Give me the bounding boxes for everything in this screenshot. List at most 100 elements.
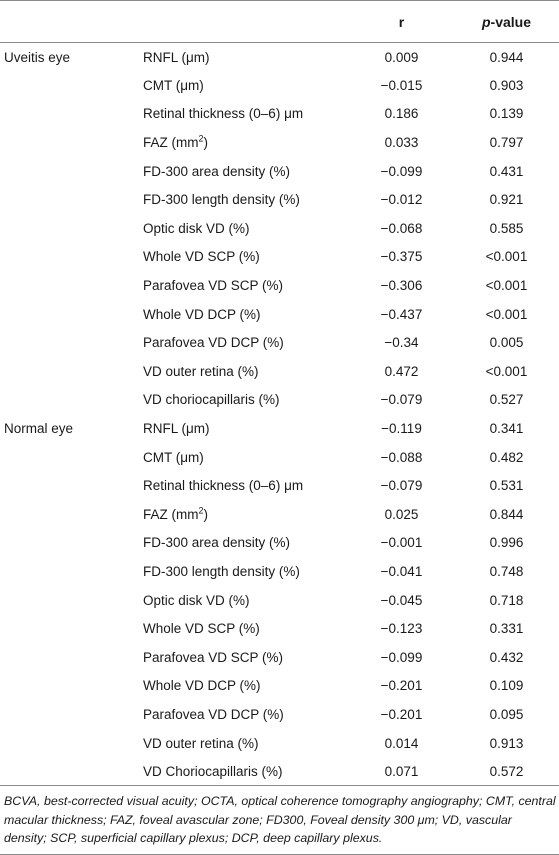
p-value: <0.001 — [485, 249, 528, 265]
group-label — [0, 100, 137, 129]
p-value: 0.341 — [489, 421, 524, 437]
variable-text: FD-300 area density (%) — [143, 535, 291, 551]
table-row: Whole VD DCP (%) −0.437 <0.001 — [0, 300, 559, 329]
table-row: FAZ (mm2) 0.033 0.797 — [0, 128, 559, 157]
variable-name: FD-300 area density (%) — [137, 157, 349, 186]
variable-name: VD choriocapillaris (%) — [137, 386, 349, 415]
table-row: Retinal thickness (0–6) μm −0.079 0.531 — [0, 471, 559, 500]
variable-name: Whole VD DCP (%) — [137, 672, 349, 701]
r-value: −0.001 — [380, 535, 423, 551]
group-label — [0, 443, 137, 472]
p-value: 0.482 — [489, 449, 524, 465]
r-value: −0.099 — [380, 163, 423, 179]
variable-text: CMT (μm) — [143, 77, 204, 93]
table-row: VD choriocapillaris (%) −0.079 0.527 — [0, 386, 559, 415]
variable-name: CMT (μm) — [137, 71, 349, 100]
header-r: r — [349, 0, 454, 43]
variable-text: VD Choriocapillaris (%) — [143, 763, 283, 779]
header-group-col — [0, 0, 137, 43]
variable-name: Whole VD DCP (%) — [137, 300, 349, 329]
r-value: −0.088 — [380, 449, 423, 465]
p-value: 0.531 — [489, 478, 524, 494]
r-value: 0.186 — [384, 106, 419, 122]
variable-text: Parafovea VD DCP (%) — [143, 706, 284, 722]
header-p-rest: -value — [490, 13, 532, 30]
r-value: 0.014 — [384, 735, 419, 751]
r-value: −0.201 — [380, 678, 423, 694]
header-row: r p-value — [0, 0, 559, 43]
group-label — [0, 700, 137, 729]
p-value: 0.996 — [489, 535, 524, 551]
variable-text: Whole VD SCP (%) — [143, 621, 260, 637]
r-value: −0.306 — [380, 278, 423, 294]
group-label — [0, 529, 137, 558]
table-row: Parafovea VD DCP (%) −0.34 0.005 — [0, 328, 559, 357]
p-value: 0.432 — [489, 649, 524, 665]
variable-text: FD-300 length density (%) — [143, 192, 300, 208]
table-row: Whole VD SCP (%) −0.375 <0.001 — [0, 243, 559, 272]
table-row: FD-300 area density (%) −0.099 0.431 — [0, 157, 559, 186]
group-label — [0, 729, 137, 758]
p-value: <0.001 — [485, 363, 528, 379]
group-label — [0, 157, 137, 186]
table-row: Whole VD SCP (%) −0.123 0.331 — [0, 614, 559, 643]
variable-name: Whole VD SCP (%) — [137, 243, 349, 272]
correlation-table: r p-value Uveitis eye RNFL (μm) 0.009 0.944… — [0, 0, 559, 787]
variable-name: Retinal thickness (0–6) μm — [137, 100, 349, 129]
variable-name: Retinal thickness (0–6) μm — [137, 471, 349, 500]
r-value: 0.009 — [384, 49, 419, 65]
table-row: CMT (μm) −0.015 0.903 — [0, 71, 559, 100]
group-label — [0, 328, 137, 357]
table-row: Parafovea VD SCP (%) −0.306 <0.001 — [0, 271, 559, 300]
variable-text-tail: ) — [203, 506, 209, 522]
group-label — [0, 500, 137, 529]
p-value: <0.001 — [485, 306, 528, 322]
r-value: −0.041 — [380, 563, 423, 579]
variable-superscript: 2 — [198, 133, 204, 144]
variable-name: Parafovea VD SCP (%) — [137, 271, 349, 300]
variable-name: Parafovea VD SCP (%) — [137, 643, 349, 672]
group-label — [0, 71, 137, 100]
r-value: −0.34 — [384, 335, 419, 351]
p-value: 0.139 — [489, 106, 524, 122]
r-value: 0.033 — [384, 135, 419, 151]
variable-name: FD-300 length density (%) — [137, 185, 349, 214]
p-value: 0.944 — [489, 49, 524, 65]
variable-text: VD outer retina (%) — [143, 363, 259, 379]
p-value: 0.844 — [489, 506, 524, 522]
table-header: r p-value — [0, 0, 559, 43]
variable-text: RNFL (μm) — [143, 49, 210, 65]
p-value: 0.095 — [489, 706, 524, 722]
p-value: 0.903 — [489, 77, 524, 93]
variable-name: FAZ (mm2) — [137, 500, 349, 529]
variable-name: FAZ (mm2) — [137, 128, 349, 157]
p-value: 0.109 — [489, 678, 524, 694]
group-label — [0, 672, 137, 701]
r-value: 0.071 — [349, 757, 454, 787]
r-value: −0.201 — [380, 706, 423, 722]
r-value: −0.099 — [380, 649, 423, 665]
group-label — [0, 128, 137, 157]
variable-name: FD-300 area density (%) — [137, 529, 349, 558]
table-body: Uveitis eye RNFL (μm) 0.009 0.944 CMT (μm) −0… — [0, 43, 559, 787]
r-value: −0.119 — [381, 421, 422, 437]
p-value: <0.001 — [485, 278, 528, 294]
table-row: Parafovea VD SCP (%) −0.099 0.432 — [0, 643, 559, 672]
table-row: FD-300 length density (%) −0.041 0.748 — [0, 557, 559, 586]
p-value: 0.331 — [489, 621, 524, 637]
table-row: VD outer retina (%) 0.014 0.913 — [0, 729, 559, 758]
table-row: Optic disk VD (%) −0.045 0.718 — [0, 586, 559, 615]
table-row: Retinal thickness (0–6) μm 0.186 0.139 — [0, 100, 559, 129]
variable-text: VD choriocapillaris (%) — [143, 392, 280, 408]
table-row: Parafovea VD DCP (%) −0.201 0.095 — [0, 700, 559, 729]
p-value: 0.748 — [489, 563, 524, 579]
variable-text: FD-300 length density (%) — [143, 563, 300, 579]
p-value: 0.585 — [489, 220, 524, 236]
group-label — [0, 386, 137, 415]
variable-name: Parafovea VD DCP (%) — [137, 700, 349, 729]
variable-name: VD Choriocapillaris (%) — [137, 757, 349, 787]
group-label — [0, 757, 137, 787]
table-footnote: BCVA, best-corrected visual acuity; OCTA… — [0, 786, 559, 855]
table-row: FAZ (mm2) 0.025 0.844 — [0, 500, 559, 529]
table-row: FD-300 area density (%) −0.001 0.996 — [0, 529, 559, 558]
